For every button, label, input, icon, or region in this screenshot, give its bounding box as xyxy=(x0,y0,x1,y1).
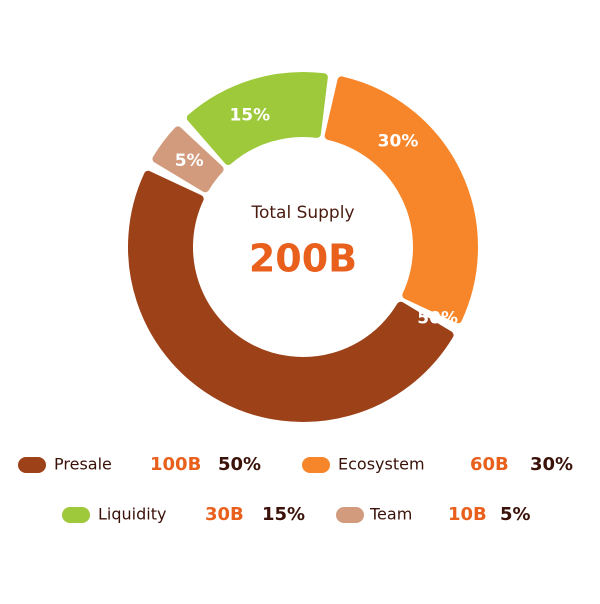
legend-amount: 100B xyxy=(150,454,201,475)
data-label: 15% xyxy=(229,105,270,125)
legend-swatch xyxy=(18,457,46,473)
legend-swatch xyxy=(302,457,330,473)
legend-label: Presale xyxy=(54,455,112,474)
legend-label: Team xyxy=(369,505,412,524)
legend-amount: 60B xyxy=(470,454,509,475)
legend-label: Ecosystem xyxy=(338,455,425,474)
legend-percent: 30% xyxy=(530,454,573,475)
donut-segment xyxy=(152,126,224,193)
legend-amount: 10B xyxy=(448,504,487,525)
legend-percent: 5% xyxy=(500,504,531,525)
legend-swatch xyxy=(336,507,364,523)
donut-segment xyxy=(128,170,454,422)
legend-percent: 15% xyxy=(262,504,305,525)
legend-label: Liquidity xyxy=(98,505,166,524)
donut-segment xyxy=(324,76,478,324)
center-value: 200B xyxy=(249,237,357,281)
donut-segment xyxy=(186,72,328,165)
data-label: 50% xyxy=(417,309,458,329)
center-title: Total Supply xyxy=(250,203,354,223)
data-label: 30% xyxy=(378,131,419,151)
legend-amount: 30B xyxy=(205,504,244,525)
legend-swatch xyxy=(62,507,90,523)
legend-percent: 50% xyxy=(218,454,261,475)
data-label: 5% xyxy=(175,151,204,171)
